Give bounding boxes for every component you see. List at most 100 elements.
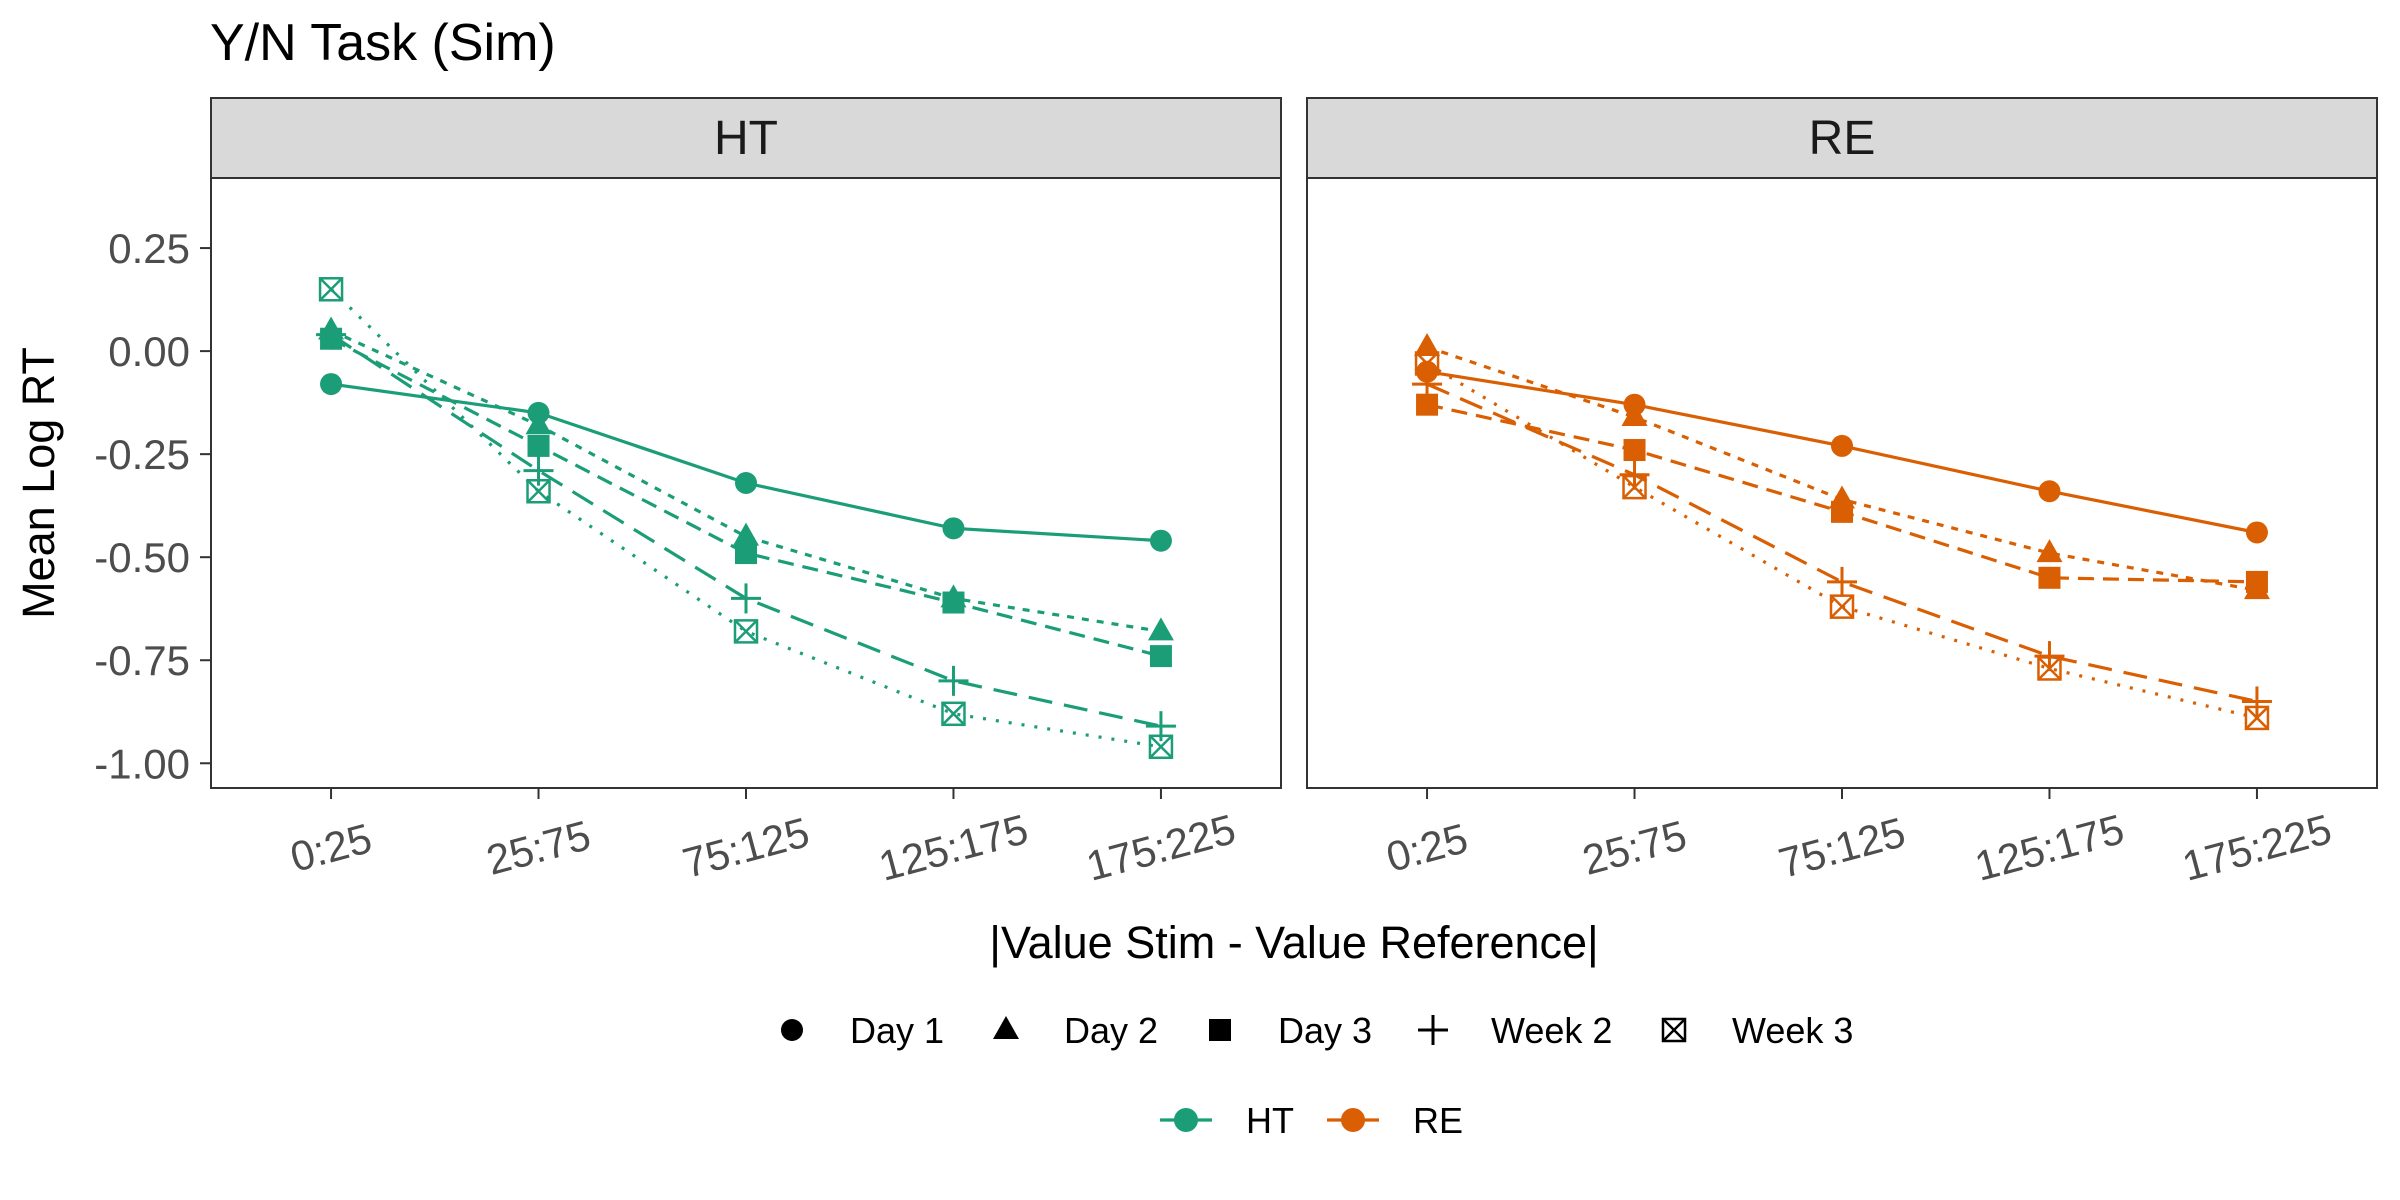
x-tick-label: 125:175	[874, 805, 1033, 890]
x-axis-title: |Value Stim - Value Reference|	[989, 917, 1599, 968]
data-point	[525, 411, 552, 435]
y-tick-label: -0.75	[94, 637, 190, 684]
data-point	[942, 517, 965, 540]
strip-label-ht: HT	[714, 112, 778, 165]
legend-item-day-2: Day 2	[993, 1010, 1158, 1051]
series-line	[329, 288, 1162, 749]
x-axis-ht: 0:25 25:75 75:125 125:175 175:225	[285, 788, 1240, 890]
data-point	[2038, 566, 2061, 589]
x-tick-label: 25:75	[1578, 811, 1692, 884]
legend-label: Day 3	[1278, 1010, 1372, 1051]
legend-item-ht: HT	[1160, 1100, 1294, 1141]
panel-frame-re	[1306, 177, 2378, 789]
shape-legend: Day 1 Day 2 Day 3 Week 2 Week 3	[781, 1010, 1853, 1051]
data-point	[2244, 705, 2270, 731]
data-point	[1414, 332, 1441, 356]
data-point	[1827, 566, 1857, 597]
legend-item-day-1: Day 1	[781, 1010, 944, 1051]
legend-item-week-2: Week 2	[1418, 1010, 1612, 1051]
data-point	[1148, 734, 1174, 760]
legend-item-re: RE	[1327, 1100, 1463, 1141]
legend-label: Day 1	[850, 1010, 944, 1051]
panel-series-ht	[316, 277, 1176, 760]
legend-key	[1174, 1108, 1198, 1132]
y-tick-label: -0.50	[94, 534, 190, 581]
series-ht-week-2	[316, 319, 1176, 742]
legend-key	[1341, 1108, 1365, 1132]
series-ht-day-1	[320, 373, 1172, 552]
y-tick-label: 0.00	[108, 328, 190, 375]
strip-background-ht	[210, 97, 1282, 179]
series-line	[330, 337, 1162, 658]
data-point	[2038, 480, 2061, 503]
data-point	[942, 591, 965, 614]
panel-re: RE	[1306, 97, 2378, 789]
legend-key	[1661, 1017, 1687, 1043]
x-tick-label: 25:75	[482, 811, 596, 884]
data-point	[2037, 656, 2062, 681]
x-tick-label: 0:25	[1381, 814, 1472, 881]
x-tick-label: 125:175	[1970, 805, 2129, 890]
legend-key	[781, 1019, 803, 1041]
data-point	[731, 583, 761, 614]
data-point	[320, 373, 343, 396]
y-tick-label: -0.25	[94, 431, 190, 478]
data-point	[941, 701, 966, 727]
data-point	[733, 619, 759, 644]
series-line	[1426, 382, 2258, 703]
legend-item-week-3: Week 3	[1661, 1010, 1853, 1051]
y-axis-title: Mean Log RT	[13, 347, 64, 619]
data-point	[1416, 393, 1439, 416]
series-ht-week-3	[318, 277, 1174, 760]
series-re-week-3	[1414, 351, 2270, 731]
x-tick-label: 75:125	[1774, 808, 1910, 887]
series-line	[1426, 362, 2258, 720]
plot-title: Y/N Task (Sim)	[210, 14, 556, 72]
panel-series-re	[1412, 332, 2272, 731]
x-tick-label: 75:125	[678, 808, 814, 887]
x-axis-re: 0:25 25:75 75:125 125:175 175:225	[1381, 788, 2336, 890]
series-line	[1426, 345, 2258, 592]
data-point	[2034, 641, 2065, 672]
data-point	[1831, 500, 1853, 523]
data-point	[1619, 459, 1650, 490]
data-point	[316, 319, 347, 350]
legend-label: Day 2	[1064, 1010, 1158, 1051]
data-point	[2036, 539, 2063, 563]
data-point	[2245, 521, 2268, 544]
legend-key	[1209, 1019, 1231, 1041]
data-point	[733, 522, 759, 546]
data-point	[938, 665, 969, 696]
data-point	[1831, 434, 1853, 457]
legend-label: HT	[1246, 1100, 1294, 1141]
legend-item-day-3: Day 3	[1209, 1010, 1372, 1051]
legend-key	[1418, 1015, 1448, 1045]
data-point	[2245, 570, 2268, 593]
data-point	[735, 542, 757, 565]
data-point	[1829, 594, 1855, 619]
y-tick-label: -1.00	[94, 740, 190, 787]
y-tick-label: 0.25	[108, 225, 190, 272]
data-point	[1623, 439, 1646, 462]
strip-label-re: RE	[1809, 112, 1876, 165]
legend-label: RE	[1413, 1100, 1463, 1141]
series-re-day-3	[1416, 393, 2268, 593]
data-point	[318, 277, 344, 302]
data-point	[1147, 617, 1174, 641]
data-point	[1414, 351, 1440, 376]
y-axis: 0.25 0.00 -0.25 -0.50 -0.75 -1.00	[94, 225, 211, 787]
series-line	[330, 329, 1162, 633]
panel-ht: HT	[210, 97, 1282, 789]
data-point	[735, 472, 757, 494]
data-point	[526, 478, 551, 504]
legend-label: Week 3	[1732, 1010, 1853, 1051]
series-re-day-1	[1416, 360, 2268, 544]
data-point	[1149, 645, 1172, 668]
x-tick-label: 175:225	[1081, 805, 1240, 890]
data-point	[1622, 474, 1647, 500]
x-tick-label: 175:225	[2177, 805, 2336, 890]
data-point	[2241, 686, 2272, 717]
series-re-week-2	[1412, 369, 2272, 717]
data-point	[1149, 529, 1172, 552]
